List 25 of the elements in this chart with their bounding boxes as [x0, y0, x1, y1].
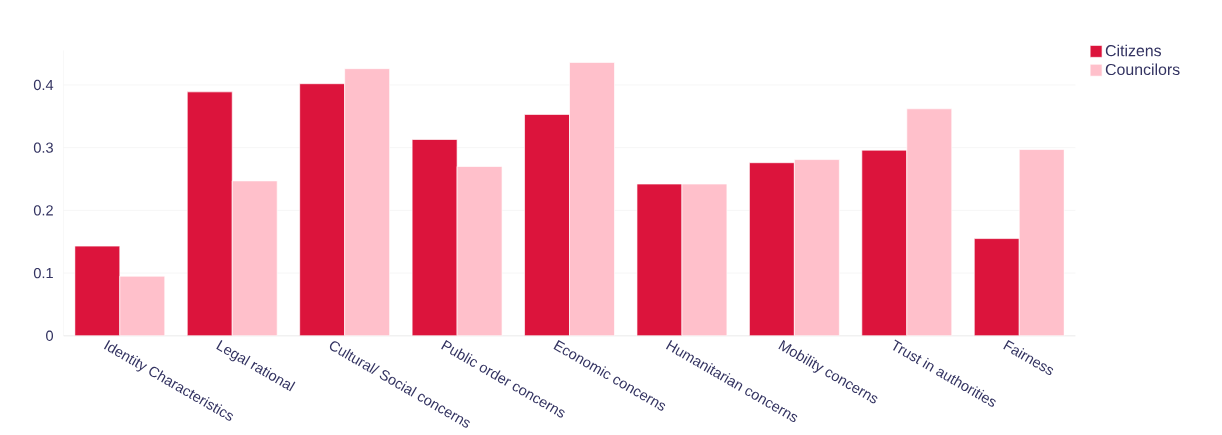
bar [973, 238, 1020, 336]
bar [749, 162, 795, 336]
bar [344, 68, 390, 336]
bar [636, 183, 683, 336]
bar [456, 166, 503, 336]
bar [906, 108, 953, 336]
bar [74, 245, 121, 336]
bar [861, 149, 908, 336]
bar [794, 159, 840, 336]
y-tick-label: 0 [46, 330, 54, 341]
bar [186, 91, 233, 336]
bar [524, 114, 570, 336]
legend-label: Citizens [1105, 44, 1162, 57]
y-tick-label: 0.2 [33, 205, 53, 216]
bar [681, 183, 728, 336]
bar [569, 62, 615, 336]
legend-label: Councilors [1105, 63, 1180, 76]
y-tick-label: 0.3 [33, 142, 53, 153]
y-tick-label: 0.4 [33, 79, 54, 91]
bar [119, 275, 166, 336]
bar [1018, 149, 1065, 336]
bar [231, 180, 278, 336]
bar [299, 83, 345, 336]
bar [411, 139, 458, 336]
y-tick-label: 0.1 [33, 267, 53, 279]
